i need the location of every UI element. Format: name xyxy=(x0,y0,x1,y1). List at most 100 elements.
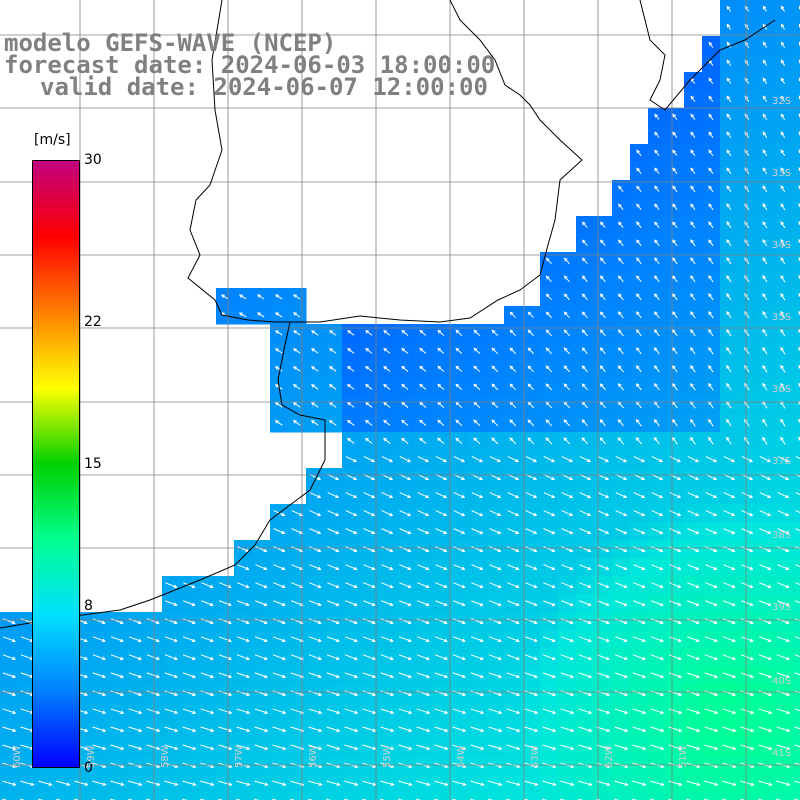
wind-arrow-head xyxy=(444,746,449,751)
wind-arrow xyxy=(581,437,589,445)
wind-arrow xyxy=(200,744,214,750)
wind-arrow xyxy=(380,654,394,660)
wind-arrow-head xyxy=(407,530,412,535)
wind-arrow-head xyxy=(551,512,556,517)
wind-arrow xyxy=(275,366,283,372)
wind-arrow xyxy=(488,744,502,750)
wind-arrow-head xyxy=(102,746,107,751)
wind-arrow-head xyxy=(210,674,215,679)
wind-arrow-head xyxy=(407,494,412,499)
wind-arrow xyxy=(708,275,714,283)
wind-arrow xyxy=(632,618,646,624)
wind-arrow-head xyxy=(527,311,532,316)
ocean-cell xyxy=(792,486,800,505)
wind-arrow-head xyxy=(678,782,683,787)
wind-arrow-head xyxy=(599,257,604,262)
wind-arrow-head xyxy=(408,728,413,733)
wind-arrow xyxy=(596,780,610,786)
wind-arrow-head xyxy=(588,728,593,733)
wind-arrow xyxy=(581,401,589,409)
wind-arrow-head xyxy=(245,620,250,625)
ocean-cell xyxy=(792,90,800,109)
wind-arrow xyxy=(92,780,106,786)
wind-arrow-head xyxy=(461,512,466,517)
wind-arrow-head xyxy=(606,656,611,661)
wind-arrow xyxy=(762,257,768,265)
wind-arrow-head xyxy=(563,419,568,424)
wind-arrow-head xyxy=(714,782,719,787)
wind-arrow-head xyxy=(732,692,737,697)
wind-arrow xyxy=(182,726,196,732)
wind-arrow-head xyxy=(677,458,682,463)
wind-arrow-head xyxy=(119,620,124,625)
wind-arrow xyxy=(128,726,142,732)
wind-arrow-head xyxy=(744,149,749,154)
wind-arrow xyxy=(632,672,646,678)
wind-arrow xyxy=(183,600,195,606)
wind-arrow-head xyxy=(264,656,269,661)
wind-arrow xyxy=(564,275,570,283)
wind-arrow-head xyxy=(678,674,683,679)
wind-arrow xyxy=(398,708,412,714)
wind-arrow-head xyxy=(606,674,611,679)
wind-arrow-head xyxy=(372,656,377,661)
wind-arrow-head xyxy=(371,602,376,607)
ocean-cell xyxy=(792,108,800,127)
wind-arrow xyxy=(311,348,319,354)
wind-arrow-head xyxy=(156,674,161,679)
wind-arrow-head xyxy=(660,710,665,715)
wind-arrow-head xyxy=(731,476,736,481)
ocean-cell xyxy=(792,54,800,73)
wind-arrow-head xyxy=(353,548,358,553)
wind-arrow xyxy=(651,582,663,588)
wind-arrow-head xyxy=(120,692,125,697)
wind-arrow xyxy=(564,347,570,355)
ocean-cell xyxy=(720,792,739,800)
wind-arrow-head xyxy=(599,437,604,441)
wind-arrow xyxy=(596,672,610,678)
wind-arrow-head xyxy=(527,365,532,370)
wind-arrow xyxy=(473,401,481,409)
ocean-cell xyxy=(792,684,800,703)
wind-arrow-head xyxy=(798,131,800,136)
wind-arrow xyxy=(705,600,717,606)
wind-arrow-head xyxy=(209,638,214,643)
wind-arrow xyxy=(362,726,376,732)
wind-arrow xyxy=(326,654,340,660)
wind-arrow xyxy=(686,744,700,750)
wind-arrow xyxy=(527,365,535,373)
wind-arrow xyxy=(92,618,106,624)
wind-arrow xyxy=(795,564,800,568)
wind-arrow-head xyxy=(677,566,682,571)
wind-arrow-head xyxy=(516,782,521,787)
wind-arrow xyxy=(236,708,250,714)
wind-arrow xyxy=(636,311,642,319)
wind-arrow xyxy=(618,311,624,319)
wind-arrow-head xyxy=(371,584,376,589)
wind-arrow-head xyxy=(744,131,749,136)
wind-arrow-head xyxy=(780,131,785,136)
wind-arrow-head xyxy=(336,746,341,751)
wind-arrow-head xyxy=(156,656,161,661)
wind-arrow xyxy=(165,582,177,588)
wind-arrow xyxy=(600,329,606,337)
wind-arrow-head xyxy=(444,656,449,661)
wind-arrow xyxy=(762,437,768,445)
wind-arrow-head xyxy=(263,584,268,589)
wind-arrow-head xyxy=(714,710,719,715)
wind-arrow-head xyxy=(696,674,701,679)
wind-arrow xyxy=(780,131,786,139)
wind-arrow xyxy=(726,401,732,409)
wind-arrow xyxy=(618,293,624,301)
wind-arrow-head xyxy=(690,239,694,244)
wind-arrow-head xyxy=(581,311,586,316)
wind-arrow xyxy=(654,365,660,373)
wind-arrow xyxy=(254,780,268,786)
wind-arrow xyxy=(578,708,592,714)
ocean-cell xyxy=(486,792,505,800)
wind-arrow-head xyxy=(744,346,748,351)
wind-arrow xyxy=(618,401,624,409)
wind-arrow-head xyxy=(83,638,88,643)
wind-arrow xyxy=(272,672,286,678)
wind-arrow xyxy=(776,726,790,732)
